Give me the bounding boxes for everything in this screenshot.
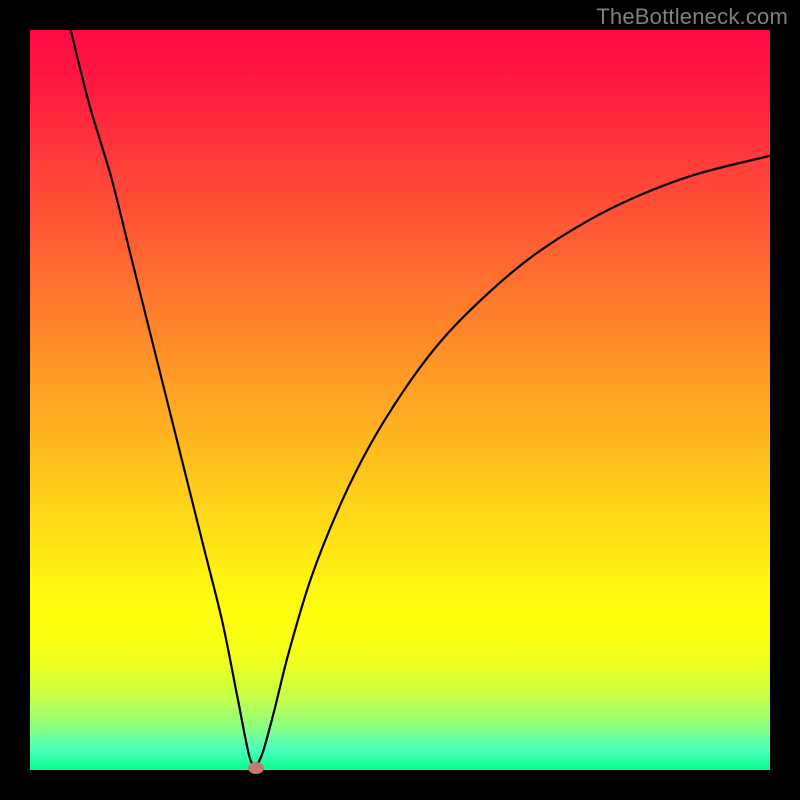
minimum-marker [248, 762, 264, 774]
watermark-text: TheBottleneck.com [596, 4, 788, 30]
bottleneck-curve [30, 30, 770, 770]
plot-frame [30, 30, 770, 770]
